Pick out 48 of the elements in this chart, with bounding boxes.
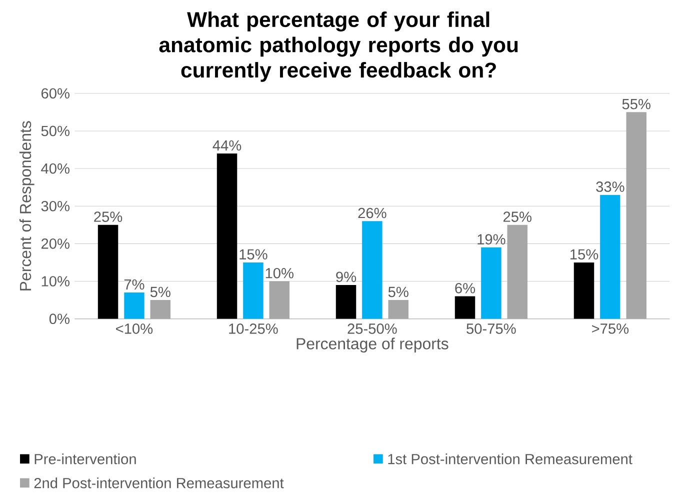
bar — [626, 112, 646, 319]
bar — [507, 224, 528, 319]
data-label: 5% — [388, 286, 408, 297]
bar — [600, 194, 620, 319]
chart-title: What percentage of your final anatomic pathology reports do you currently receive feedback on? — [159, 11, 518, 82]
bar — [336, 284, 356, 319]
x-tick-label: 50-75% — [466, 323, 516, 334]
x-tick-label: 10-25% — [229, 323, 278, 334]
data-label: 7% — [124, 279, 144, 290]
bar — [269, 281, 290, 319]
data-label: 6% — [455, 282, 476, 294]
bar — [574, 262, 594, 319]
y-tick-label: 30% — [41, 200, 70, 212]
bar — [243, 262, 264, 319]
data-label: 26% — [358, 208, 386, 218]
y-tick-label: 0% — [49, 314, 70, 324]
x-tick-label: 25-50% — [348, 323, 397, 334]
y-tick-label: 60% — [42, 88, 70, 98]
bar — [454, 296, 476, 319]
bar — [362, 221, 382, 319]
y-tick-label: 50% — [41, 126, 70, 136]
bar — [150, 300, 170, 319]
bar — [388, 300, 408, 319]
bar — [98, 224, 118, 319]
bar — [481, 247, 502, 319]
x-axis-title: Percentage of reports — [296, 338, 448, 352]
y-tick-label: 10% — [42, 276, 70, 286]
data-label: 15% — [240, 249, 268, 260]
data-label: 25% — [503, 211, 532, 222]
data-label: 15% — [570, 249, 598, 260]
x-tick-label: <10% — [116, 323, 153, 334]
bar — [216, 153, 238, 319]
x-tick-label: >75% — [592, 323, 629, 334]
data-label: 33% — [596, 181, 624, 192]
data-label: 19% — [478, 234, 506, 244]
y-axis-title: Percent of Respondents — [19, 121, 34, 290]
legend-label: 2nd Post-intervention Remeasurement — [34, 477, 284, 488]
y-tick-label: 20% — [41, 238, 70, 249]
legend-label: 1st Post-intervention Remeasurement — [388, 453, 632, 464]
y-tick-label: 40% — [41, 163, 70, 174]
data-label: 5% — [150, 286, 170, 297]
data-label: 9% — [336, 272, 356, 282]
bar — [124, 292, 144, 319]
data-label: 55% — [622, 98, 650, 110]
data-label: 10% — [266, 268, 294, 278]
legend-label: Pre-intervention — [34, 453, 136, 464]
data-label: 44% — [212, 140, 242, 150]
data-label: 25% — [94, 211, 122, 222]
